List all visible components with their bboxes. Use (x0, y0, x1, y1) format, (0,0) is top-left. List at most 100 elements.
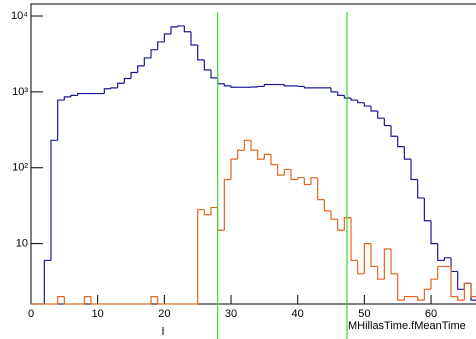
histogram-step (437, 243, 445, 262)
histogram-step (450, 257, 458, 273)
y-tick-label: 10² (12, 162, 28, 174)
histogram-step (417, 179, 425, 199)
histogram-step (250, 140, 258, 151)
histogram-step (210, 69, 218, 79)
histogram-step (217, 77, 225, 85)
histogram-step (190, 31, 198, 46)
x-tick-label: 40 (292, 308, 304, 320)
histogram-step (463, 282, 472, 301)
histogram-step (430, 278, 438, 290)
histogram-step (137, 65, 145, 73)
y-tick-label: 10³ (12, 86, 28, 98)
histogram-step (410, 159, 418, 181)
histogram-step (297, 85, 305, 88)
histogram-step (450, 266, 458, 298)
histogram-step (257, 150, 265, 160)
histogram-step (50, 139, 58, 261)
x-tick-label: 20 (158, 308, 170, 320)
histogram-step (57, 296, 65, 304)
histogram-step (130, 71, 138, 79)
plot-frame (30, 3, 476, 305)
histogram-step (470, 283, 476, 298)
histogram-step (117, 82, 125, 88)
histogram-step (157, 41, 165, 50)
histogram-step (230, 85, 238, 88)
histogram-step (390, 248, 398, 275)
histogram-step (363, 243, 372, 274)
x-tick-label: 30 (225, 308, 237, 320)
histogram-step (390, 125, 398, 137)
histogram-step (237, 149, 245, 160)
histogram-step (470, 283, 476, 301)
x-tick-label: 60 (425, 308, 437, 320)
histogram-step (257, 85, 265, 88)
histogram-step (150, 49, 158, 58)
histogram-step (310, 177, 318, 185)
histogram-step (217, 207, 225, 231)
histogram-step (337, 91, 345, 96)
histogram-step (223, 178, 232, 231)
histogram-step (223, 83, 232, 87)
histogram-step (437, 265, 445, 280)
histogram-step (110, 87, 118, 89)
histogram-step (83, 296, 92, 304)
histogram-step (197, 209, 205, 304)
histogram-step (463, 282, 472, 290)
histogram-step (43, 259, 52, 304)
histogram-step (157, 296, 165, 305)
histogram-step (63, 96, 72, 101)
histogram-step (423, 288, 432, 301)
histogram-step (230, 158, 238, 180)
histogram-step (303, 86, 312, 89)
histogram-step (403, 146, 412, 160)
histogram-step (457, 271, 465, 290)
histogram-step (357, 260, 365, 275)
histogram-step (403, 296, 412, 301)
histogram-step (270, 154, 278, 166)
histogram-step (277, 164, 285, 176)
histogram-step (163, 33, 172, 42)
histogram-step (77, 92, 85, 96)
histogram-step (330, 87, 338, 93)
histogram-step (357, 100, 365, 104)
histogram-step (397, 273, 405, 301)
histogram-step (417, 296, 425, 301)
histogram-step (423, 197, 432, 222)
histogram-step (377, 266, 385, 280)
histogram-step (283, 84, 292, 87)
histogram-step (63, 296, 72, 305)
x-tick-label: 10 (92, 308, 104, 320)
histogram-step (350, 98, 358, 101)
histogram-step (377, 110, 385, 119)
histogram-step (350, 217, 358, 262)
histogram-step (370, 243, 378, 268)
histogram-step (70, 94, 78, 97)
histogram-step (383, 118, 392, 127)
histogram-step (370, 106, 378, 112)
histogram-step (303, 177, 312, 186)
histogram-step (330, 210, 338, 220)
histogram-step (297, 177, 305, 180)
histogram-step (317, 177, 325, 201)
histogram-step (290, 169, 298, 181)
histogram-step (337, 219, 345, 231)
histogram-step (457, 296, 465, 301)
y-tick-label: 10 (16, 238, 28, 250)
y-tick-label: 10⁴ (11, 10, 28, 22)
histogram-step (363, 102, 372, 107)
histogram-step (243, 139, 252, 151)
histogram-step (323, 199, 332, 212)
histogram-step (397, 136, 405, 148)
x-tick-label: 0 (28, 308, 34, 320)
histogram-step (183, 25, 192, 33)
histogram-step (57, 99, 65, 141)
x-axis-title: MHillasTime.fMeanTime (348, 320, 466, 332)
histogram-step (430, 220, 438, 245)
histogram-step (283, 168, 292, 176)
histogram-step (343, 95, 352, 99)
histogram-step (177, 25, 185, 27)
histogram-step (203, 59, 212, 71)
x-tick-label: 50 (358, 308, 370, 320)
histogram-step (143, 57, 152, 66)
